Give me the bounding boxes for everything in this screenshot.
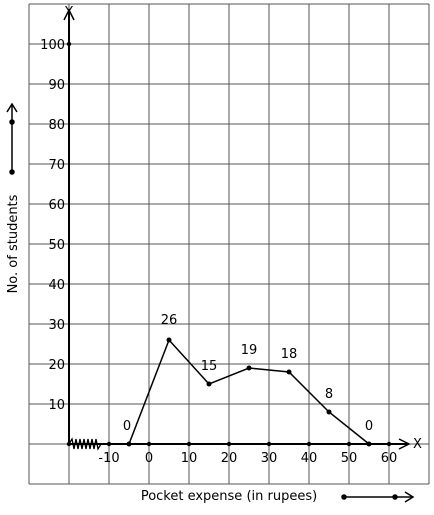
y-axis-letter: Y [64,5,73,20]
origin-dot [66,441,72,447]
y-tick-label: 80 [48,118,65,133]
data-point [366,441,372,447]
data-label: 19 [241,343,258,358]
data-labels: 0 26 15 19 18 8 0 [123,313,373,434]
y-tick-label: 70 [48,158,65,173]
y-scale-indicator [6,102,18,175]
x-tick-label: 50 [341,451,358,466]
y-tick-dot [66,41,72,47]
x-tick-dot [106,441,112,447]
y-tick-label: 50 [48,238,65,253]
x-tick-label: 30 [261,451,278,466]
x-tick-dot [306,441,312,447]
y-tick-label: 90 [48,78,65,93]
y-tick-label: 10 [48,398,65,413]
data-point [126,441,132,447]
y-tick-label: 30 [48,318,65,333]
data-label: 26 [161,313,178,328]
x-tick-label: 10 [181,451,198,466]
x-scale-indicator [341,491,415,503]
data-point [166,337,172,343]
data-point [246,365,252,371]
x-axis-break-zigzag [68,437,102,451]
x-axis-arrowhead [398,438,411,450]
x-tick-dot [346,441,352,447]
data-point [206,381,212,387]
axes [63,8,411,451]
y-tick-label: 40 [48,278,65,293]
x-tick-dot [386,441,392,447]
x-tick-dot [146,441,152,447]
x-tick-dot [226,441,232,447]
data-point [286,369,292,375]
x-axis-title: Pocket expense (in rupees) [141,489,317,504]
x-tick-dot [266,441,272,447]
y-tick-label: 20 [48,358,65,373]
data-label: 0 [123,419,131,434]
x-tick-label: 20 [221,451,238,466]
data-label: 8 [325,387,333,402]
y-tick-label: 60 [48,198,65,213]
data-point [326,409,332,415]
y-axis-arrowhead [63,8,75,21]
x-tick-label: 60 [381,451,398,466]
x-tick-label: -10 [98,451,119,466]
grid [28,3,430,485]
series-line [126,337,372,447]
data-label: 15 [201,359,218,374]
x-tick-label: 0 [145,451,153,466]
y-axis-title: No. of students [6,194,21,293]
data-label: 18 [281,347,298,362]
y-tick-label: 100 [40,38,65,53]
data-label: 0 [365,419,373,434]
x-tick-dot [186,441,192,447]
x-tick-label: 40 [301,451,318,466]
x-axis-letter: X [413,437,422,452]
